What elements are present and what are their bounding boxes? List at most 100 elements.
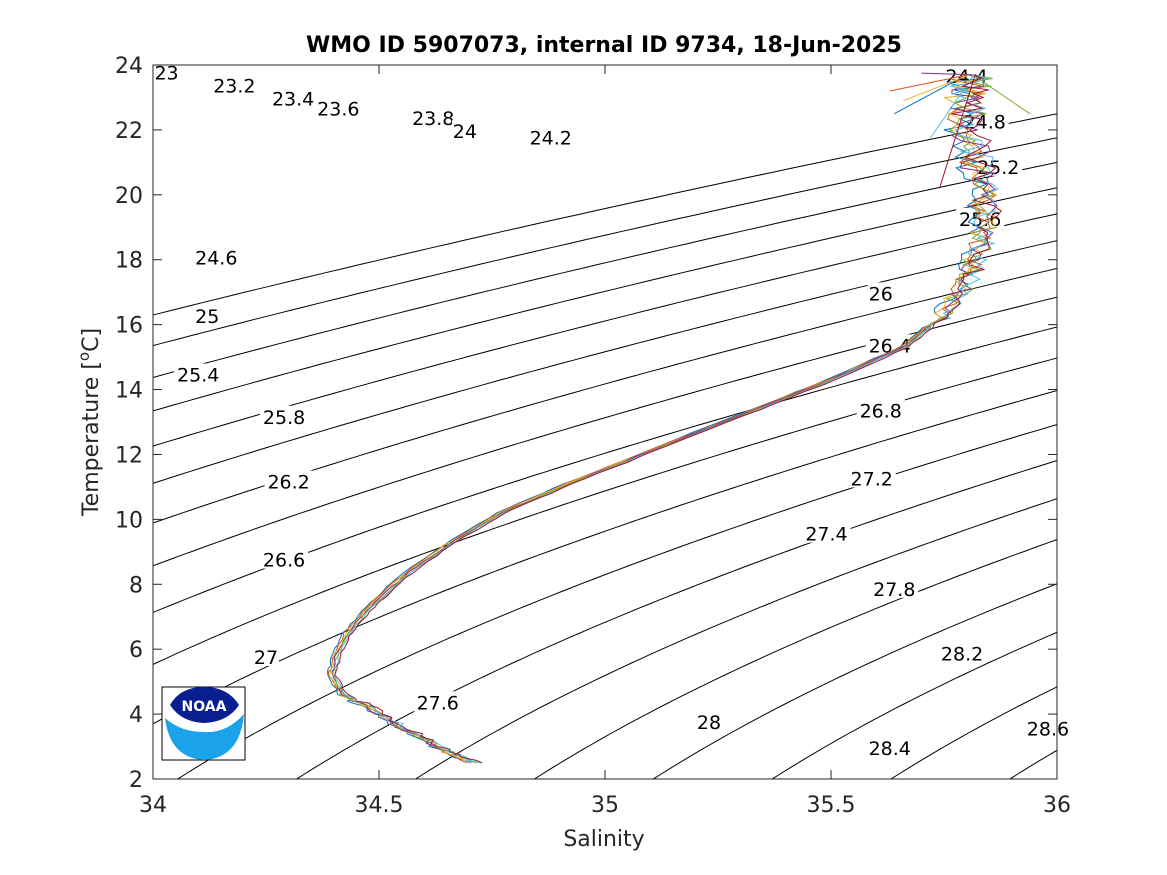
contour-label: 25.6 (959, 209, 1001, 231)
x-axis-ticks: 34 34.5 35 35.5 36 (139, 65, 1071, 818)
contour-label: 25 (195, 306, 219, 328)
contour-label: 27.6 (417, 692, 459, 714)
contour-label-bg (526, 126, 575, 147)
contour-label-bg (210, 74, 259, 95)
contour-label: 23 (154, 63, 178, 85)
contour-label: 26.6 (263, 550, 305, 572)
y-tick-label: 8 (129, 573, 143, 598)
density-contour-26 (652, 583, 1057, 779)
contour-label: 28.6 (1027, 718, 1069, 740)
contour-label-bg (865, 736, 914, 757)
density-contour-24.4 (153, 296, 1057, 567)
density-contour-23.8 (153, 213, 1057, 447)
density-contour-25.2 (176, 424, 1057, 779)
noaa-logo: NOAA (161, 686, 246, 761)
x-tick-label: 36 (1043, 793, 1071, 818)
contour-label: 27 (254, 647, 278, 669)
density-contour-25 (153, 389, 1057, 725)
profile-line (328, 74, 997, 764)
contour-label: 25.4 (177, 365, 219, 387)
density-contour-23.2 (153, 137, 1057, 347)
contour-label: 28.2 (941, 644, 983, 666)
y-tick-label: 24 (115, 54, 143, 79)
contour-label-bg (260, 548, 309, 569)
y-tick-label: 22 (115, 119, 143, 144)
density-contour-24 (153, 240, 1057, 484)
y-tick-label: 20 (115, 184, 143, 209)
contour-label-bg (870, 577, 919, 598)
chart-title: WMO ID 5907073, internal ID 9734, 18-Jun… (306, 33, 902, 58)
contour-label: 26.4 (869, 335, 911, 357)
x-tick-label: 35.5 (807, 793, 856, 818)
x-axis-label: Salinity (563, 827, 644, 852)
density-contour-25.8 (533, 539, 1057, 779)
y-tick-label: 6 (129, 638, 143, 663)
contour-label: 24.6 (195, 248, 237, 270)
contour-label-bg (192, 246, 241, 267)
density-contour-24.6 (153, 326, 1057, 614)
contour-label: 24 (453, 121, 477, 143)
contour-label-bg (695, 710, 722, 731)
logo-gull (181, 712, 236, 730)
contour-label: 27.4 (805, 524, 847, 546)
contour-label-bg (960, 110, 1009, 131)
contour-label: 23.8 (412, 108, 454, 130)
contour-label-bg (1023, 717, 1072, 738)
contour-label: 28 (697, 712, 721, 734)
x-tick-label: 35 (591, 793, 619, 818)
contour-label-bg (938, 642, 987, 663)
profile-lines (327, 72, 1031, 764)
contour-label-bg (413, 691, 462, 712)
contour-label: 23.2 (213, 76, 255, 98)
contour-label-bg (264, 470, 313, 491)
contour-label-bg (451, 120, 478, 141)
contour-label: 27.2 (851, 468, 893, 490)
contour-label-bg (856, 399, 905, 420)
density-contour-26.8 (1104, 49, 1167, 795)
y-tick-label: 18 (115, 249, 143, 274)
contour-label-bg (194, 305, 221, 326)
contour-label: 24.2 (530, 128, 572, 150)
contour-label: 28.4 (869, 738, 911, 760)
contour-label-bg (153, 61, 180, 82)
contour-label-bg (174, 363, 223, 384)
contour-label: 26 (869, 283, 893, 305)
contour-label: 23.4 (272, 89, 314, 111)
density-contour-25.4 (295, 460, 1057, 779)
contour-label: 25.8 (263, 407, 305, 429)
contour-label: 27.8 (873, 579, 915, 601)
contour-label-bg (867, 282, 894, 303)
y-tick-label: 16 (115, 314, 143, 339)
contour-label-bg (269, 87, 318, 108)
profile-line (334, 73, 1002, 764)
contour-label-bg (260, 405, 309, 426)
logo-bird-top (170, 687, 239, 723)
y-tick-label: 10 (115, 508, 143, 533)
contour-label-bg (802, 522, 851, 543)
contour-label-bg (974, 155, 1023, 176)
density-contour-26.2 (771, 631, 1057, 779)
contour-label: 26.2 (267, 472, 309, 494)
y-axis-label: Temperature [oC] (75, 328, 104, 517)
contour-label: 23.6 (317, 98, 359, 120)
contour-label-bg (253, 645, 279, 666)
contour-label-bg (314, 97, 363, 118)
x-tick-label: 34.5 (355, 793, 404, 818)
contour-label-bg (409, 107, 458, 128)
density-contour-25.6 (414, 498, 1057, 779)
logo-wave-bottom (165, 714, 244, 760)
density-contour-24.2 (153, 267, 1057, 524)
y-tick-label: 14 (115, 379, 143, 404)
y-tick-label: 4 (129, 703, 143, 728)
logo-text: NOAA (182, 699, 227, 715)
x-tick-label: 34 (139, 793, 167, 818)
density-contour-24.8 (153, 357, 1057, 665)
contour-label: 26.8 (860, 400, 902, 422)
density-contour-23 (153, 113, 1057, 316)
contour-label: 25.2 (977, 157, 1019, 179)
y-tick-label: 12 (115, 443, 143, 468)
y-tick-label: 2 (129, 768, 143, 793)
